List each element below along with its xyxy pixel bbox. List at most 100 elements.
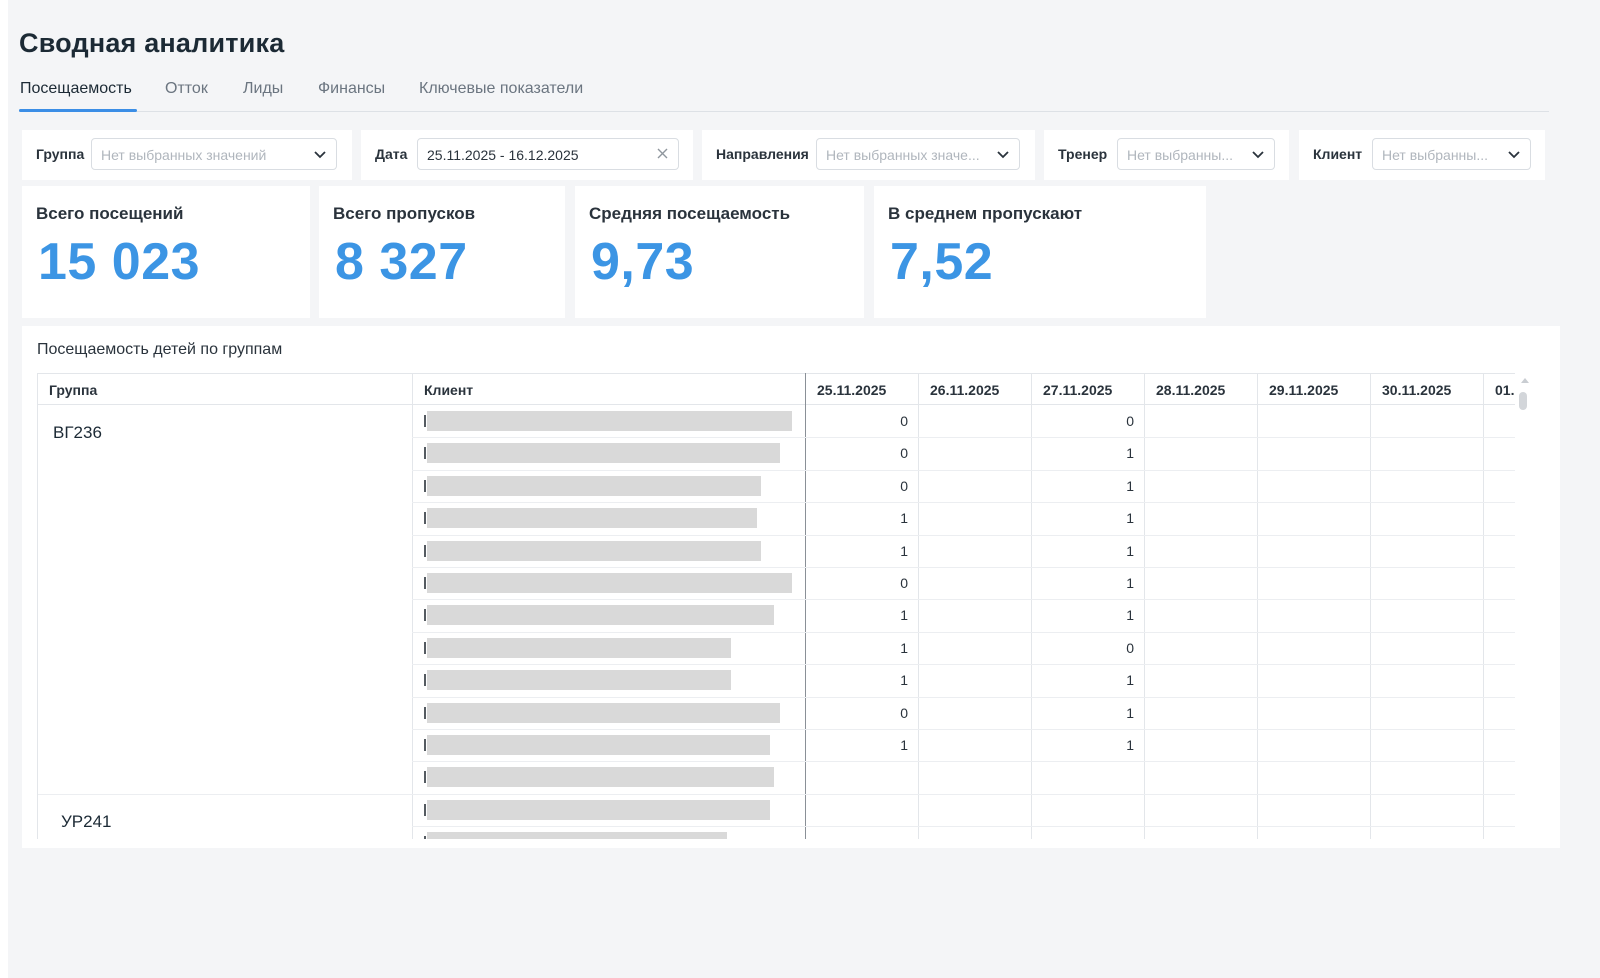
column-header-date[interactable]: 27.11.2025 [1043, 382, 1113, 398]
filter-client: Клиент Нет выбранны... [1299, 130, 1545, 180]
filter-date-label: Дата [375, 146, 408, 162]
chevron-down-icon [997, 151, 1009, 159]
attendance-cell: 0 [900, 477, 908, 494]
row-divider [412, 793, 1515, 795]
redacted-client-name[interactable] [427, 573, 792, 593]
filter-client-label: Клиент [1313, 146, 1363, 162]
attendance-cell: 1 [1126, 542, 1134, 559]
group-divider [38, 793, 412, 795]
date-range-input[interactable]: 25.11.2025 - 16.12.2025 [417, 138, 679, 170]
trainer-select[interactable]: Нет выбранны... [1117, 138, 1275, 170]
table-header-row: Группа Клиент 25.11.2025 26.11.2025 27.1… [38, 373, 1515, 405]
attendance-cell: 0 [1126, 413, 1134, 429]
date-range-value: 25.11.2025 - 16.12.2025 [427, 147, 579, 163]
row-divider [412, 502, 1515, 504]
filter-trainer: Тренер Нет выбранны... [1044, 130, 1289, 180]
row-divider [412, 761, 1515, 763]
column-divider [1031, 373, 1032, 839]
client-name-fragment [424, 803, 426, 816]
redacted-client-name[interactable] [427, 443, 780, 464]
attendance-cell: 0 [900, 704, 908, 721]
redacted-client-name[interactable] [427, 702, 780, 723]
group-cell: ВГ236 [53, 423, 102, 442]
column-header-date[interactable]: 30.11.2025 [1382, 382, 1452, 398]
group-select[interactable]: Нет выбранных значений [91, 138, 337, 170]
filter-trainer-label: Тренер [1058, 146, 1108, 162]
column-header-date[interactable]: 29.11.2025 [1269, 382, 1339, 398]
column-divider [1257, 373, 1258, 839]
kpi-label: Средняя посещаемость [589, 204, 791, 223]
kpi-label: В среднем пропускают [888, 204, 1083, 223]
attendance-cell: 1 [1126, 672, 1134, 689]
scroll-up-arrow-icon[interactable] [1521, 378, 1529, 383]
redacted-client-name[interactable] [427, 411, 792, 431]
column-header-date[interactable]: 28.11.2025 [1156, 382, 1226, 398]
directions-select[interactable]: Нет выбранных значе... [816, 138, 1020, 170]
client-name-fragment [424, 739, 426, 751]
client-select[interactable]: Нет выбранны... [1372, 138, 1531, 170]
client-name-fragment [424, 479, 426, 492]
attendance-table[interactable]: Группа Клиент 25.11.2025 26.11.2025 27.1… [37, 373, 1515, 839]
attendance-cell: 1 [1126, 737, 1134, 753]
attendance-cell: 1 [900, 510, 908, 527]
app-window: Сводная аналитика Посещаемость Отток Лид… [8, 0, 1600, 978]
redacted-client-name[interactable] [427, 767, 774, 788]
redacted-client-name[interactable] [427, 832, 727, 839]
column-header-date[interactable]: 01. [1495, 382, 1515, 398]
attendance-cell: 1 [1126, 704, 1134, 721]
attendance-cell: 1 [1126, 575, 1134, 591]
column-header-group[interactable]: Группа [49, 382, 98, 398]
attendance-cell: 0 [900, 413, 908, 429]
client-name-fragment [424, 706, 426, 719]
column-header-date[interactable]: 26.11.2025 [930, 382, 1000, 398]
tab-churn[interactable]: Отток [165, 80, 208, 97]
redacted-client-name[interactable] [427, 670, 731, 691]
filter-directions-label: Направления [716, 146, 809, 162]
kpi-label: Всего пропусков [333, 204, 476, 223]
column-header-date[interactable]: 25.11.2025 [817, 382, 887, 398]
filter-directions: Направления Нет выбранных значе... [702, 130, 1035, 180]
clear-icon[interactable] [656, 147, 669, 160]
attendance-cell: 0 [900, 575, 908, 591]
row-divider [412, 826, 1515, 828]
client-name-fragment [424, 415, 426, 427]
attendance-cell: 1 [1126, 445, 1134, 462]
kpi-value: 7,52 [890, 233, 994, 291]
client-name-fragment [424, 836, 426, 839]
client-select-placeholder: Нет выбранны... [1382, 147, 1489, 163]
chevron-down-icon [1252, 151, 1264, 159]
redacted-client-name[interactable] [427, 735, 770, 755]
table-title: Посещаемость детей по группам [37, 341, 283, 358]
column-divider [805, 373, 806, 839]
row-divider [412, 534, 1515, 536]
tab-finance[interactable]: Финансы [318, 80, 386, 97]
attendance-cell: 1 [900, 542, 908, 559]
filter-group-label: Группа [36, 146, 85, 162]
attendance-cell: 1 [1126, 477, 1134, 494]
attendance-cell: 1 [900, 607, 908, 624]
redacted-client-name[interactable] [427, 605, 774, 626]
trainer-select-placeholder: Нет выбранны... [1127, 147, 1234, 163]
group-cell: УР241 [61, 811, 112, 831]
row-divider [412, 437, 1515, 439]
tab-leads[interactable]: Лиды [243, 80, 284, 97]
kpi-label: Всего посещений [36, 204, 184, 223]
kpi-total-visits: Всего посещений 15 023 [22, 186, 310, 318]
scrollbar-thumb[interactable] [1519, 392, 1527, 410]
kpi-average-absences: В среднем пропускают 7,52 [874, 186, 1206, 318]
column-header-client[interactable]: Клиент [424, 382, 474, 398]
column-divider [1483, 373, 1484, 839]
filter-date: Дата 25.11.2025 - 16.12.2025 [361, 130, 693, 180]
tab-attendance[interactable]: Посещаемость [20, 80, 132, 97]
tab-key-metrics[interactable]: Ключевые показатели [419, 80, 584, 97]
filter-group: Группа Нет выбранных значений [22, 130, 352, 180]
redacted-client-name[interactable] [427, 799, 770, 820]
redacted-client-name[interactable] [427, 540, 761, 561]
active-tab-indicator [19, 109, 137, 112]
redacted-client-name[interactable] [427, 475, 761, 496]
redacted-client-name[interactable] [427, 508, 757, 529]
row-divider [412, 696, 1515, 698]
attendance-cell: 0 [1126, 639, 1134, 656]
client-name-fragment [424, 609, 426, 622]
redacted-client-name[interactable] [427, 637, 731, 658]
